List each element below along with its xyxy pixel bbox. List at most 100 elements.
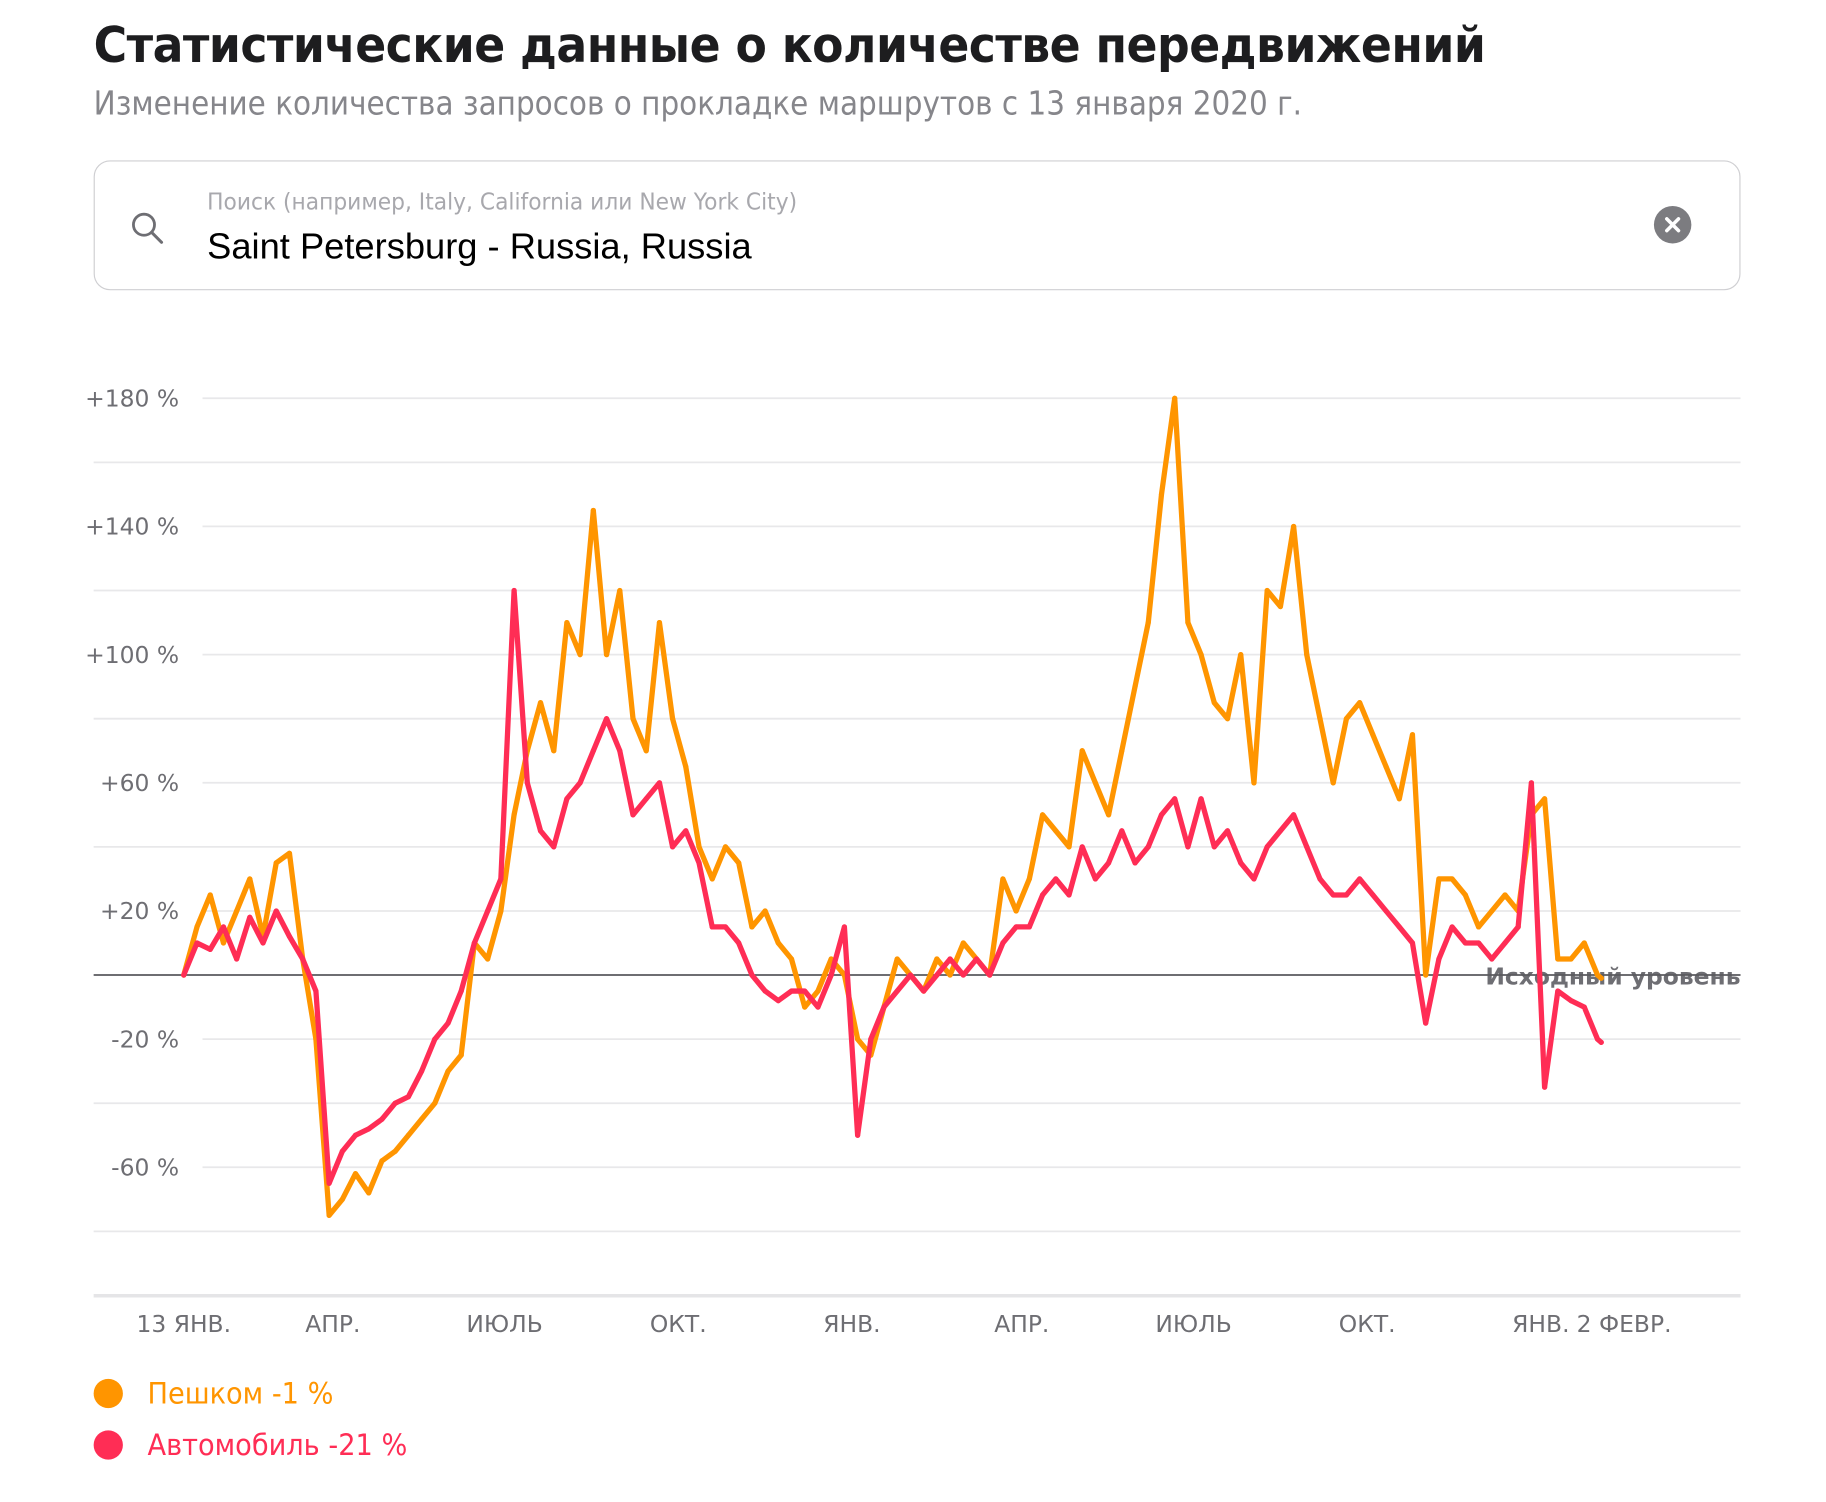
data-point-walking xyxy=(722,844,729,850)
data-point-walking xyxy=(1211,700,1217,706)
data-point-walking xyxy=(1224,716,1231,722)
x-tick-label: 2 ФЕВР. xyxy=(1577,1310,1672,1338)
data-point-driving xyxy=(405,1094,411,1100)
data-point-driving xyxy=(524,780,530,786)
data-point-driving xyxy=(471,940,478,946)
data-point-driving xyxy=(828,972,834,978)
data-point-walking xyxy=(934,956,940,962)
data-point-walking xyxy=(683,764,689,770)
data-point-walking xyxy=(1317,716,1323,722)
data-point-walking xyxy=(802,1004,808,1010)
clear-search-button[interactable] xyxy=(1653,206,1692,244)
data-point-driving xyxy=(286,934,293,940)
data-point-walking xyxy=(564,619,570,626)
data-point-driving xyxy=(1370,892,1376,898)
data-point-driving xyxy=(868,1036,874,1042)
data-point-walking xyxy=(1172,395,1178,401)
data-point-walking xyxy=(1132,684,1138,690)
data-point-driving xyxy=(1304,844,1310,850)
data-point-driving xyxy=(379,1116,385,1122)
data-point-walking xyxy=(326,1212,332,1218)
data-point-driving xyxy=(1172,796,1178,802)
search-icon xyxy=(132,212,164,244)
data-point-walking xyxy=(485,956,491,962)
data-point-driving xyxy=(1475,940,1482,946)
data-point-driving xyxy=(339,1148,345,1154)
page-title: Статистические данные о количестве перед… xyxy=(93,16,1486,74)
data-point-driving xyxy=(683,828,689,834)
data-point-driving xyxy=(630,812,636,818)
data-point-walking xyxy=(630,716,636,722)
data-point-driving xyxy=(1423,1020,1429,1026)
data-point-walking xyxy=(1013,908,1019,914)
data-point-walking xyxy=(445,1068,451,1074)
data-point-driving xyxy=(709,924,715,930)
data-point-driving xyxy=(207,946,213,952)
data-point-walking xyxy=(286,850,293,856)
data-point-walking xyxy=(1383,764,1389,770)
search-field[interactable]: Поиск (например, Italy, California или N… xyxy=(93,160,1741,291)
data-point-driving xyxy=(1489,956,1495,962)
data-point-walking xyxy=(1158,491,1165,497)
data-point-driving xyxy=(273,908,279,914)
data-point-driving xyxy=(1053,876,1059,882)
data-point-driving xyxy=(1555,988,1561,994)
data-point-walking xyxy=(1489,908,1495,914)
data-point-walking xyxy=(458,1052,464,1058)
data-point-walking xyxy=(1198,652,1204,658)
data-point-driving xyxy=(1396,924,1402,930)
data-point-driving xyxy=(577,780,583,786)
data-point-driving xyxy=(300,956,306,962)
data-point-driving xyxy=(1277,828,1283,834)
data-point-driving xyxy=(1132,860,1138,866)
data-point-driving xyxy=(696,860,702,866)
series-line-driving xyxy=(181,587,1604,1186)
data-point-driving xyxy=(247,914,253,920)
data-point-walking xyxy=(432,1100,438,1106)
data-point-driving xyxy=(1145,844,1151,850)
data-point-walking xyxy=(590,507,596,513)
data-point-walking xyxy=(419,1116,425,1122)
legend-dot-driving xyxy=(93,1430,123,1460)
data-point-driving xyxy=(656,780,662,786)
data-point-driving xyxy=(1436,956,1442,962)
data-point-driving xyxy=(934,972,940,978)
data-point-driving xyxy=(366,1126,372,1132)
data-point-driving xyxy=(775,998,781,1004)
data-point-walking xyxy=(828,956,834,962)
data-point-driving xyxy=(313,988,319,994)
search-placeholder: Поиск (например, Italy, California или N… xyxy=(207,187,798,216)
data-point-walking xyxy=(1449,876,1455,882)
data-point-driving xyxy=(392,1100,398,1106)
data-point-walking xyxy=(511,812,517,818)
data-point-driving xyxy=(788,988,795,994)
data-point-walking xyxy=(273,860,279,866)
data-point-driving xyxy=(617,748,623,754)
data-point-walking xyxy=(1542,796,1548,802)
data-point-driving xyxy=(894,988,900,994)
data-point-driving xyxy=(841,924,847,930)
data-point-driving xyxy=(643,796,649,802)
data-point-walking xyxy=(643,748,649,754)
data-point-walking xyxy=(1502,892,1508,898)
data-point-driving xyxy=(1013,924,1019,930)
data-point-driving xyxy=(194,940,200,946)
data-point-walking xyxy=(1145,619,1151,626)
data-point-walking xyxy=(1119,748,1125,754)
data-point-driving xyxy=(1119,828,1125,834)
series-line-walking xyxy=(181,395,1604,1218)
search-input[interactable]: Saint Petersburg - Russia, Russia xyxy=(207,225,752,267)
data-point-driving xyxy=(973,956,980,962)
data-point-driving xyxy=(947,956,953,962)
data-point-walking xyxy=(551,748,557,754)
data-point-driving xyxy=(260,940,266,946)
data-point-driving xyxy=(419,1068,425,1074)
data-point-walking xyxy=(1238,652,1244,658)
data-point-driving xyxy=(537,828,544,834)
data-point-walking xyxy=(617,587,623,594)
data-point-driving xyxy=(1224,828,1231,834)
data-point-driving xyxy=(458,988,464,994)
data-point-driving xyxy=(1330,892,1336,898)
data-point-driving xyxy=(511,587,517,594)
